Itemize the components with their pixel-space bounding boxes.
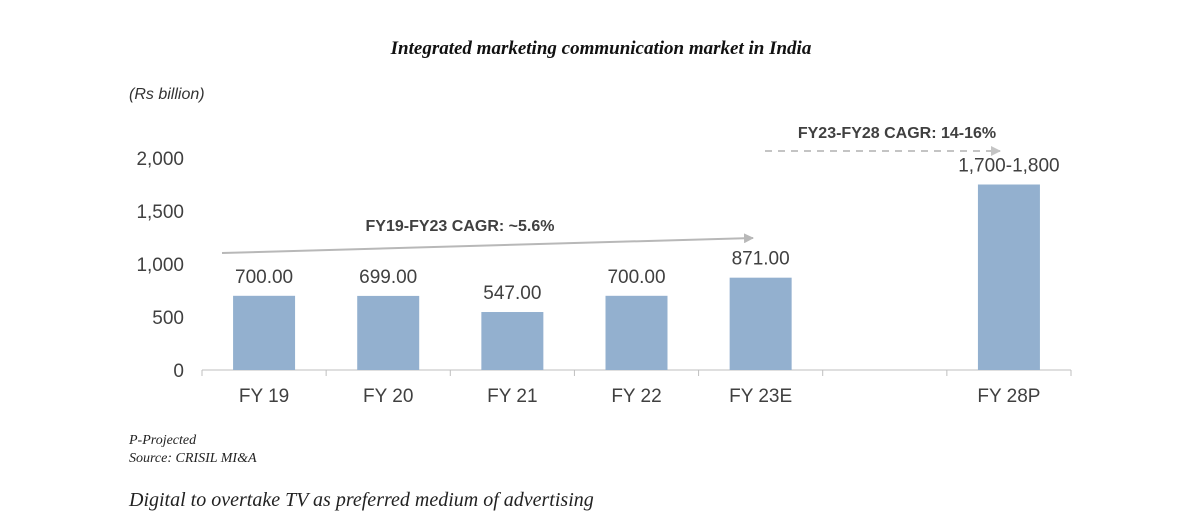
bar [729, 277, 792, 370]
cagr-arrow-fy19-fy23 [221, 233, 754, 254]
y-tick-label: 1,000 [136, 255, 184, 276]
cagr-label-fy23-fy28: FY23-FY28 CAGR: 14-16% [798, 125, 996, 142]
bar-chart: 0 500 1,000 1,500 2,000 FY 19 FY 20 FY 21 FY 22 F… [136, 125, 1072, 407]
y-tick-label: 0 [173, 361, 184, 382]
following-heading: Digital to overtake TV as preferred medi… [129, 489, 594, 511]
axis-layer: 0 500 1,000 1,500 2,000 FY 19 FY 20 FY 21 FY 22 F… [136, 149, 1072, 407]
bar [357, 295, 420, 370]
data-label: 700.00 [607, 267, 665, 288]
y-tick-label: 500 [152, 308, 184, 329]
x-tick-label: FY 23E [729, 386, 792, 407]
data-label: 547.00 [483, 283, 541, 304]
bar [481, 312, 544, 370]
x-tick-label: FY 21 [487, 386, 537, 407]
chart-title: Integrated marketing communication marke… [390, 38, 812, 59]
bar [605, 295, 668, 370]
bar [977, 184, 1040, 370]
annotations-layer: FY19-FY23 CAGR: ~5.6% FY23-FY28 CAGR: 14-… [221, 125, 1001, 254]
data-label: 699.00 [359, 267, 417, 288]
cagr-label-fy19-fy23: FY19-FY23 CAGR: ~5.6% [366, 218, 555, 235]
x-tick-label: FY 19 [239, 386, 289, 407]
x-tick-label: FY 20 [363, 386, 413, 407]
x-tick-label: FY 28P [977, 386, 1040, 407]
x-tick-label: FY 22 [611, 386, 661, 407]
bars-layer: 700.00 699.00 547.00 700.00 871.00 1,700-1,80… [233, 156, 1060, 370]
y-tick-label: 1,500 [136, 202, 184, 223]
bar [233, 295, 296, 370]
projected-note: P-Projected [129, 433, 197, 448]
source-note: Source: CRISIL MI&A [129, 451, 257, 466]
unit-label: (Rs billion) [129, 86, 205, 103]
y-tick-label: 2,000 [136, 149, 184, 170]
data-label: 700.00 [235, 267, 293, 288]
data-label: 1,700-1,800 [958, 156, 1059, 177]
data-label: 871.00 [732, 249, 790, 270]
